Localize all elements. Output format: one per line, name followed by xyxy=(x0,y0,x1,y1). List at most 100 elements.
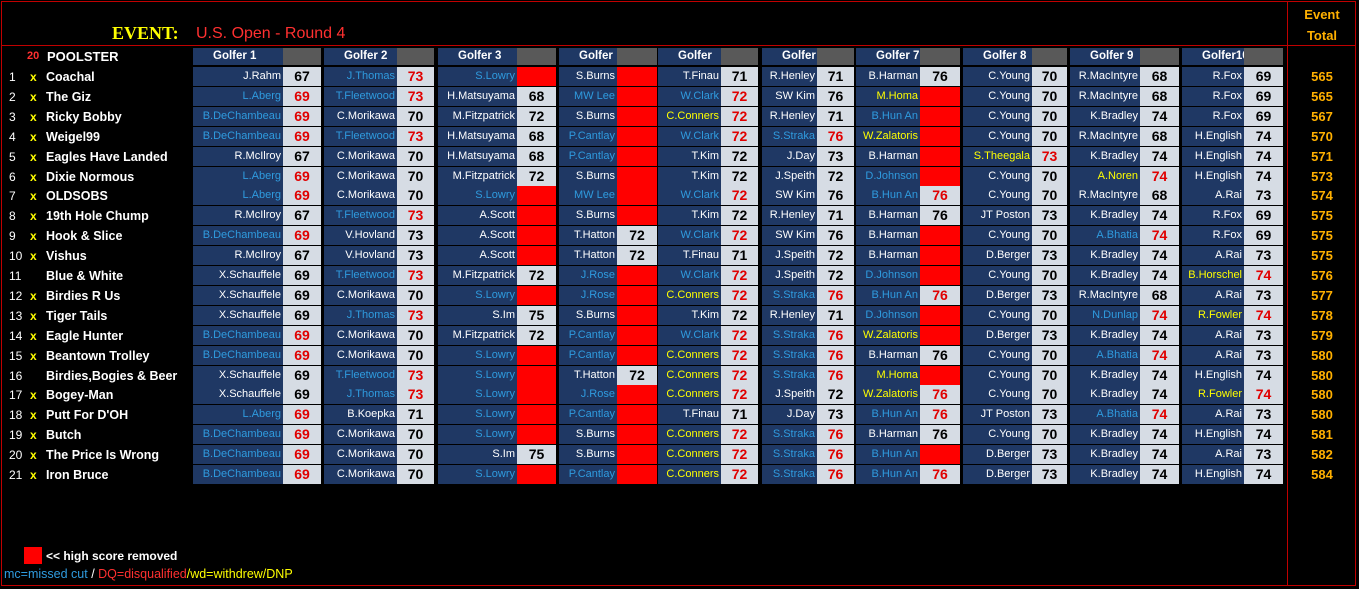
golfer-score: 73 xyxy=(1244,405,1283,424)
golfer-score: 67 xyxy=(283,147,321,166)
golfer-name: H.English xyxy=(1182,465,1244,484)
golfer-score: 72 xyxy=(721,465,758,484)
golfer-score: 73 xyxy=(397,306,434,325)
golfer-score: 76 xyxy=(817,87,854,106)
golfer-header-score-cell xyxy=(397,48,434,65)
golfer-name: R.Henley xyxy=(762,306,817,325)
golfer-name: C.Conners xyxy=(658,286,721,305)
golfer-name: K.Bradley xyxy=(1070,107,1140,126)
paid-mark: x xyxy=(30,69,37,84)
golfer-name: M.Fitzpatrick xyxy=(438,107,517,126)
golfer-header-label: Golfer 2 xyxy=(324,48,397,65)
paid-mark: x xyxy=(30,208,37,223)
golfer-score: 74 xyxy=(1140,226,1179,245)
golfer-score: 74 xyxy=(1244,167,1283,186)
rank-number: 3 xyxy=(9,109,16,124)
golfer-score: 71 xyxy=(817,206,854,225)
golfer-score: 73 xyxy=(1032,405,1067,424)
golfer-name: V.Hovland xyxy=(324,226,397,245)
event-total-value: 577 xyxy=(1311,287,1333,303)
golfer-name: T.Hatton xyxy=(559,226,617,245)
golfer-name: C.Young xyxy=(963,87,1032,106)
golfer-name: JT Poston xyxy=(963,405,1032,424)
paid-mark: x xyxy=(30,328,37,343)
golfer-score: 69 xyxy=(283,425,321,444)
rank-number: 16 xyxy=(9,368,23,383)
golfer-score: 70 xyxy=(1032,266,1067,285)
golfer-name: H.English xyxy=(1182,127,1244,146)
golfer-name: MW Lee xyxy=(559,186,617,205)
golfer-score: 72 xyxy=(721,306,758,325)
golfer-name: R.Fox xyxy=(1182,87,1244,106)
event-total-header-line1: Event xyxy=(1304,7,1340,22)
golfer-name: A.Bhatia xyxy=(1070,346,1140,365)
poolster-name: Eagle Hunter xyxy=(46,328,124,343)
golfer-header-label: Golfer 4 xyxy=(559,48,617,79)
golfer-name: H.English xyxy=(1182,147,1244,166)
golfer-name: R.MacIntyre xyxy=(1070,87,1140,106)
legend-disqualified: DQ=disqualified xyxy=(98,567,187,581)
golfer-score: 69 xyxy=(283,346,321,365)
poolster-name: Iron Bruce xyxy=(46,467,109,482)
golfer-name: C.Conners xyxy=(658,445,721,464)
golfer-score: 73 xyxy=(397,87,434,106)
golfer-name: W.Zalatoris xyxy=(856,326,920,345)
golfer-score: 71 xyxy=(397,405,434,424)
rank-number: 9 xyxy=(9,228,16,243)
golfer-name: A.Rai xyxy=(1182,186,1244,205)
golfer-name: C.Morikawa xyxy=(324,147,397,166)
poolster-name: Birdies,Bogies & Beer xyxy=(46,368,178,383)
removed-score-cell xyxy=(920,366,960,385)
paid-mark: x xyxy=(30,288,37,303)
removed-score-cell xyxy=(920,445,960,464)
poolster-name: Putt For D'OH xyxy=(46,407,129,422)
golfer-name: K.Bradley xyxy=(1070,147,1140,166)
golfer-name: T.Fleetwood xyxy=(324,206,397,225)
golfer-name: C.Morikawa xyxy=(324,286,397,305)
golfer-score: 69 xyxy=(1244,206,1283,225)
golfer-name: B.DeChambeau xyxy=(193,326,283,345)
golfer-name: SW Kim xyxy=(762,226,817,245)
golfer-name: S.Theegala xyxy=(963,147,1032,166)
paid-mark: x xyxy=(30,248,37,263)
golfer-score: 74 xyxy=(1140,405,1179,424)
removed-score-cell xyxy=(617,107,657,126)
golfer-score: 69 xyxy=(283,465,321,484)
golfer-score: 70 xyxy=(1032,107,1067,126)
golfer-name: C.Morikawa xyxy=(324,445,397,464)
golfer-name: C.Morikawa xyxy=(324,167,397,186)
removed-score-cell xyxy=(920,87,960,106)
golfer-name: A.Bhatia xyxy=(1070,226,1140,245)
golfer-score: 73 xyxy=(397,246,434,265)
removed-score-cell xyxy=(517,206,556,225)
golfer-name: K.Bradley xyxy=(1070,206,1140,225)
golfer-score: 74 xyxy=(1244,385,1283,404)
golfer-name: C.Conners xyxy=(658,465,721,484)
golfer-score: 72 xyxy=(721,107,758,126)
removed-score-cell xyxy=(517,405,556,424)
removed-score-cell xyxy=(517,385,556,404)
golfer-header-1: Golfer 1 xyxy=(193,48,321,65)
golfer-score: 68 xyxy=(1140,67,1179,86)
golfer-name: J.Day xyxy=(762,147,817,166)
golfer-score: 67 xyxy=(283,246,321,265)
golfer-score: 76 xyxy=(920,465,960,484)
golfer-score: 70 xyxy=(1032,127,1067,146)
golfer-name: J.Rahm xyxy=(193,67,283,86)
golfer-name: S.Lowry xyxy=(438,465,517,484)
golfer-name: D.Johnson xyxy=(856,266,920,285)
golfer-name: T.Fleetwood xyxy=(324,127,397,146)
golfer-name: C.Morikawa xyxy=(324,326,397,345)
removed-score-cell xyxy=(920,127,960,146)
golfer-name: A.Bhatia xyxy=(1070,405,1140,424)
event-total-value: 579 xyxy=(1311,327,1333,343)
rank-number: 18 xyxy=(9,407,23,422)
golfer-name: C.Young xyxy=(963,306,1032,325)
golfer-name: D.Berger xyxy=(963,326,1032,345)
golfer-name: MW Lee xyxy=(559,87,617,106)
golfer-name: X.Schauffele xyxy=(193,266,283,285)
golfer-name: D.Johnson xyxy=(856,167,920,186)
golfer-name: C.Morikawa xyxy=(324,425,397,444)
golfer-name: M.Fitzpatrick xyxy=(438,326,517,345)
golfer-score: 72 xyxy=(817,167,854,186)
